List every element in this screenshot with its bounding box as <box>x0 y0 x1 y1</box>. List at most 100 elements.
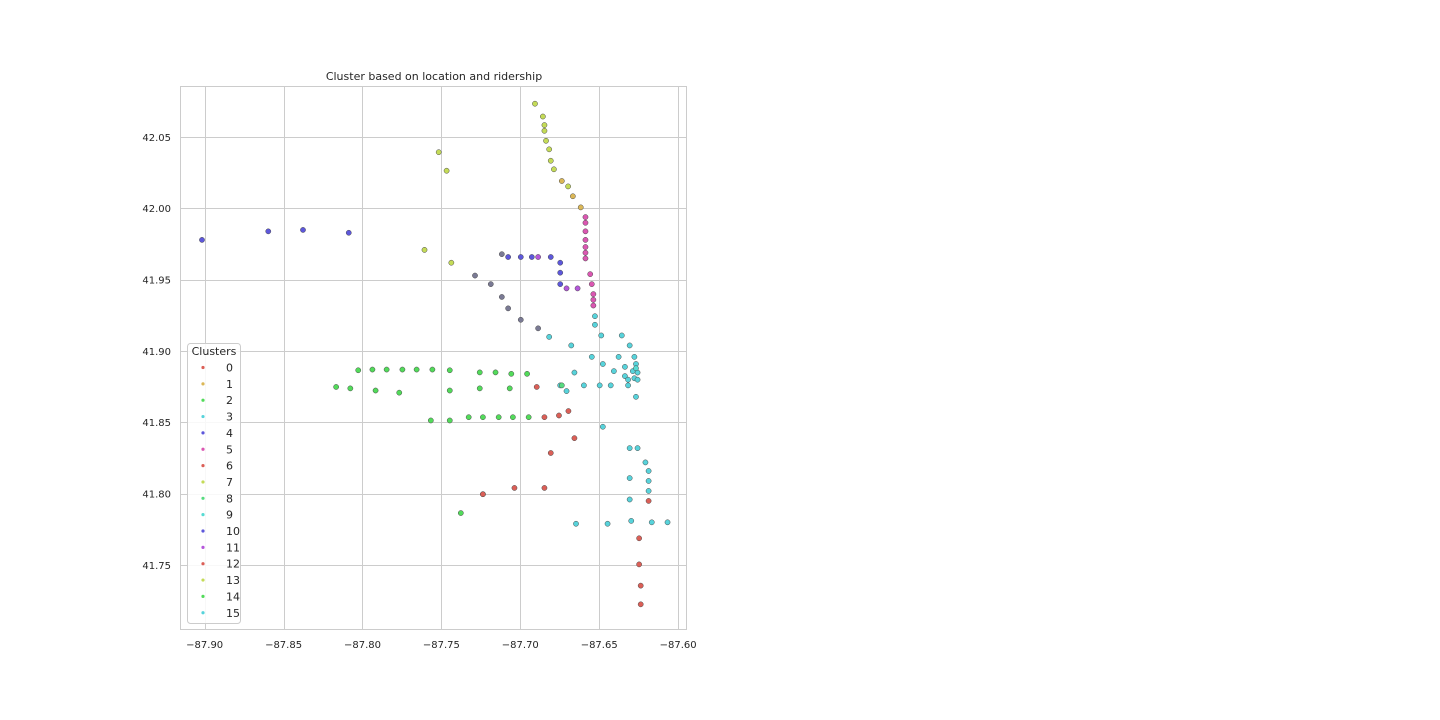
x-tick-label: −87.85 <box>265 640 302 651</box>
data-point <box>636 535 642 542</box>
y-tick-label: 41.85 <box>142 418 171 429</box>
legend-label: 15 <box>226 607 240 620</box>
data-point <box>626 475 633 481</box>
data-point <box>265 228 272 235</box>
x-tick-label: −87.60 <box>660 640 697 651</box>
data-point <box>547 450 554 456</box>
data-point <box>588 354 595 360</box>
data-point <box>457 510 464 516</box>
y-tick-label: 41.75 <box>142 561 171 572</box>
data-point <box>618 332 625 339</box>
data-point <box>563 388 570 394</box>
data-point <box>495 414 502 421</box>
data-point <box>506 385 513 392</box>
data-point <box>645 488 652 494</box>
data-point <box>598 332 605 339</box>
data-point <box>582 219 589 226</box>
data-point <box>582 228 589 235</box>
data-point <box>625 382 631 389</box>
data-point <box>543 137 549 144</box>
data-point <box>480 491 486 498</box>
data-point <box>571 435 578 442</box>
data-point <box>587 271 594 277</box>
data-point <box>556 412 562 419</box>
legend-box <box>187 343 241 624</box>
legend-marker <box>201 611 205 615</box>
data-point <box>622 363 628 370</box>
data-point <box>604 520 611 527</box>
data-point <box>569 193 576 200</box>
data-point <box>435 149 442 156</box>
data-point <box>511 485 518 491</box>
data-point <box>547 254 554 260</box>
data-point <box>535 325 541 332</box>
data-point <box>573 520 579 527</box>
data-point <box>633 393 639 400</box>
data-point <box>563 285 570 292</box>
data-point <box>347 385 354 392</box>
data-point <box>399 366 406 373</box>
data-point <box>517 254 524 260</box>
data-point <box>577 204 584 211</box>
data-point <box>498 294 505 300</box>
legend-marker <box>201 464 205 468</box>
data-point <box>642 459 649 466</box>
data-point <box>476 385 483 392</box>
data-point <box>480 414 486 421</box>
data-point <box>565 183 571 190</box>
data-point <box>427 417 434 424</box>
legend-marker <box>201 578 205 582</box>
data-point <box>476 369 483 376</box>
data-point <box>557 269 564 276</box>
legend-marker <box>201 480 205 484</box>
legend-label: 2 <box>226 394 233 407</box>
legend-marker <box>201 594 205 599</box>
data-point <box>448 259 455 266</box>
data-point <box>551 166 557 173</box>
data-point <box>557 281 564 287</box>
y-tick-label: 42.00 <box>142 204 171 215</box>
data-point <box>582 237 589 243</box>
data-point <box>582 244 589 250</box>
data-point <box>615 354 622 360</box>
data-point <box>524 370 530 377</box>
data-point <box>546 146 553 153</box>
data-point <box>634 376 641 383</box>
data-point <box>541 127 548 134</box>
data-point <box>648 519 655 526</box>
y-tick-label: 41.80 <box>142 490 171 501</box>
chart-title: Cluster based on location and ridership <box>326 70 542 83</box>
legend-label: 4 <box>226 427 233 440</box>
legend-marker <box>201 496 205 500</box>
legend-label: 8 <box>226 492 233 505</box>
data-point <box>592 313 598 320</box>
x-tick-label: −87.70 <box>502 640 539 651</box>
data-point <box>645 468 652 474</box>
data-point <box>541 485 548 491</box>
data-point <box>631 354 638 360</box>
x-tick-label: −87.75 <box>423 640 460 651</box>
data-point <box>574 285 581 292</box>
data-point <box>622 373 628 379</box>
data-point <box>637 582 644 589</box>
y-tick-label: 41.95 <box>142 276 171 287</box>
data-point <box>557 259 564 266</box>
data-point <box>369 366 376 373</box>
data-point <box>535 254 541 260</box>
data-point <box>443 167 450 174</box>
data-point <box>429 366 436 373</box>
data-point <box>571 369 578 376</box>
legend-label: 12 <box>226 558 240 571</box>
legend-label: 9 <box>226 509 233 522</box>
data-point <box>517 316 524 323</box>
data-point <box>645 498 652 504</box>
data-point <box>625 376 631 383</box>
legend-label: 13 <box>226 574 240 587</box>
data-point <box>421 247 428 253</box>
data-points <box>199 100 671 608</box>
legend-label: 7 <box>226 476 233 489</box>
data-point <box>558 382 565 389</box>
